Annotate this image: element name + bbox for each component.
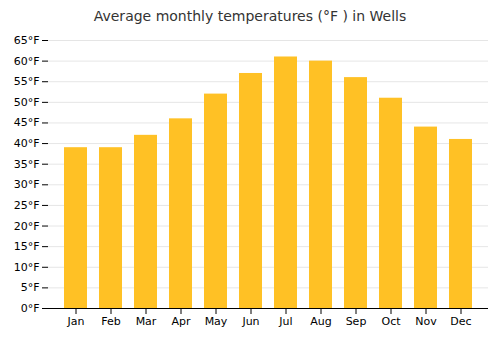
svg-text:5°F: 5°F	[21, 281, 40, 294]
svg-text:35°F: 35°F	[14, 158, 40, 171]
svg-text:15°F: 15°F	[14, 240, 40, 253]
svg-text:Sep: Sep	[346, 315, 367, 328]
svg-text:25°F: 25°F	[14, 199, 40, 212]
svg-text:20°F: 20°F	[14, 220, 40, 233]
svg-text:Feb: Feb	[101, 315, 120, 328]
svg-text:40°F: 40°F	[14, 137, 40, 150]
svg-text:55°F: 55°F	[14, 75, 40, 88]
svg-text:0°F: 0°F	[21, 302, 40, 315]
svg-text:Mar: Mar	[136, 315, 157, 328]
svg-text:60°F: 60°F	[14, 55, 40, 68]
svg-text:Jul: Jul	[278, 315, 292, 328]
svg-text:65°F: 65°F	[14, 34, 40, 47]
svg-text:May: May	[205, 315, 228, 328]
svg-text:45°F: 45°F	[14, 116, 40, 129]
svg-text:Jan: Jan	[67, 315, 85, 328]
svg-text:Nov: Nov	[415, 315, 437, 328]
svg-text:10°F: 10°F	[14, 261, 40, 274]
svg-text:30°F: 30°F	[14, 178, 40, 191]
svg-text:50°F: 50°F	[14, 96, 40, 109]
svg-text:Apr: Apr	[171, 315, 191, 328]
svg-text:Oct: Oct	[381, 315, 401, 328]
html-text:Average monthly temperatures (: Average monthly temperatures (°F ) in We…	[93, 8, 407, 24]
svg-text:Aug: Aug	[310, 315, 331, 328]
svg-text:Jun: Jun	[241, 315, 259, 328]
svg-text:Dec: Dec	[450, 315, 471, 328]
